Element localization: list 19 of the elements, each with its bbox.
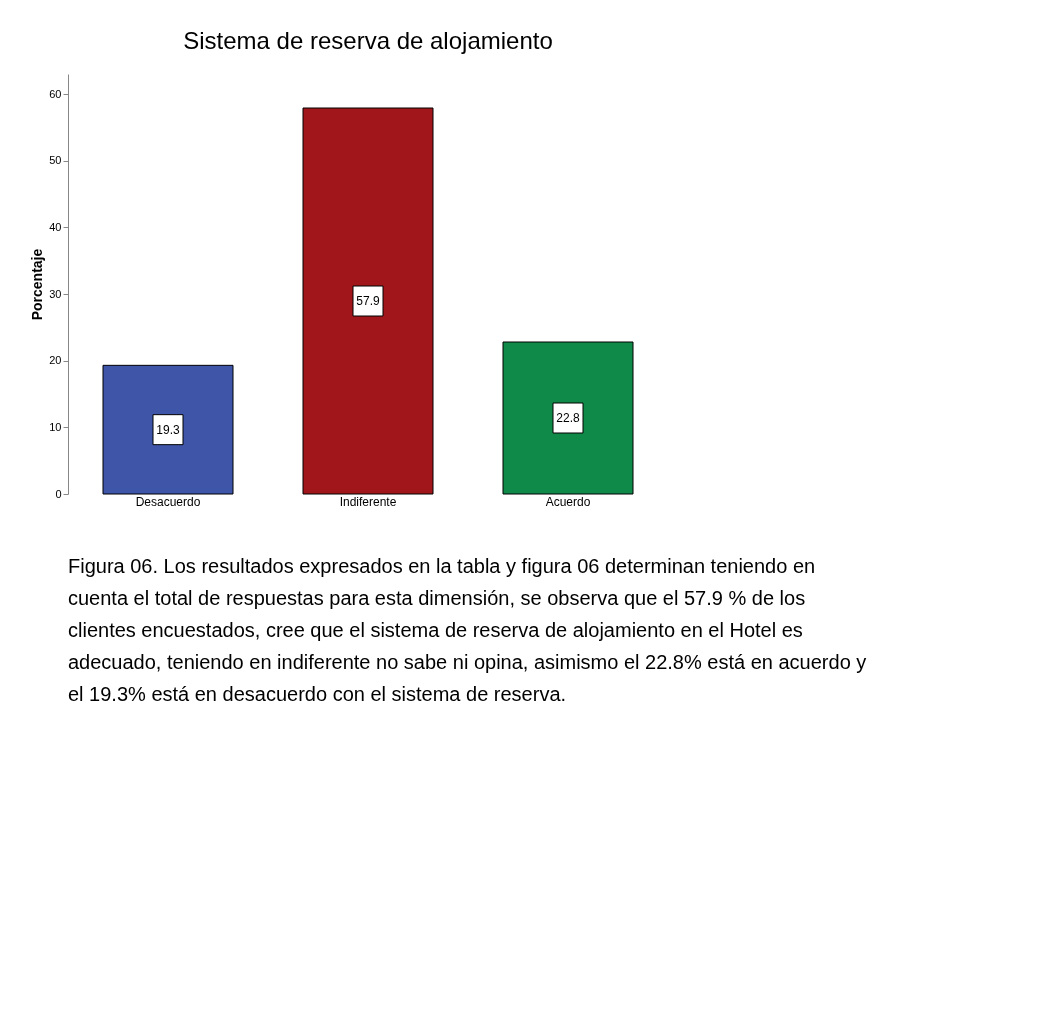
bar <box>502 341 634 495</box>
bar <box>102 364 234 495</box>
y-tick-label: 40 <box>49 220 62 233</box>
data-label: 19.3 <box>156 422 180 437</box>
y-tick-label: 30 <box>49 287 62 300</box>
y-tick-label: 10 <box>49 420 62 433</box>
y-tick-label: 0 <box>55 487 62 500</box>
x-tick-label: Indiferente <box>339 494 397 509</box>
y-tick-label: 20 <box>49 354 62 367</box>
text: Figura 06. Los resultados expresados en la tabla y figura 06 determinan teniendo en cuenta el total de respuestas para esta dimensión, se observa que el 57.9 % de los clientes encuestados, cree que el sistema de reserva de alojamiento en el Hotel es adecuado, teniendo en indiferente no sabe ni opina, asimismo el 22.8% está en acuerdo y el 19.3% está en desacuerdo con el sistema de reserva. <box>68 555 867 705</box>
x-tick-label: Desacuerdo <box>135 494 201 509</box>
x-tick-label: Acuerdo <box>545 494 591 509</box>
data-label: 57.9 <box>356 294 380 308</box>
chart-title: Sistema de reserva de alojamiento <box>183 27 553 54</box>
data-label: 22.8 <box>556 411 580 425</box>
bar <box>302 107 434 495</box>
y-axis-title: Porcentaje <box>29 248 46 321</box>
y-tick-label: 60 <box>49 87 62 100</box>
y-tick-label: 50 <box>49 154 62 167</box>
